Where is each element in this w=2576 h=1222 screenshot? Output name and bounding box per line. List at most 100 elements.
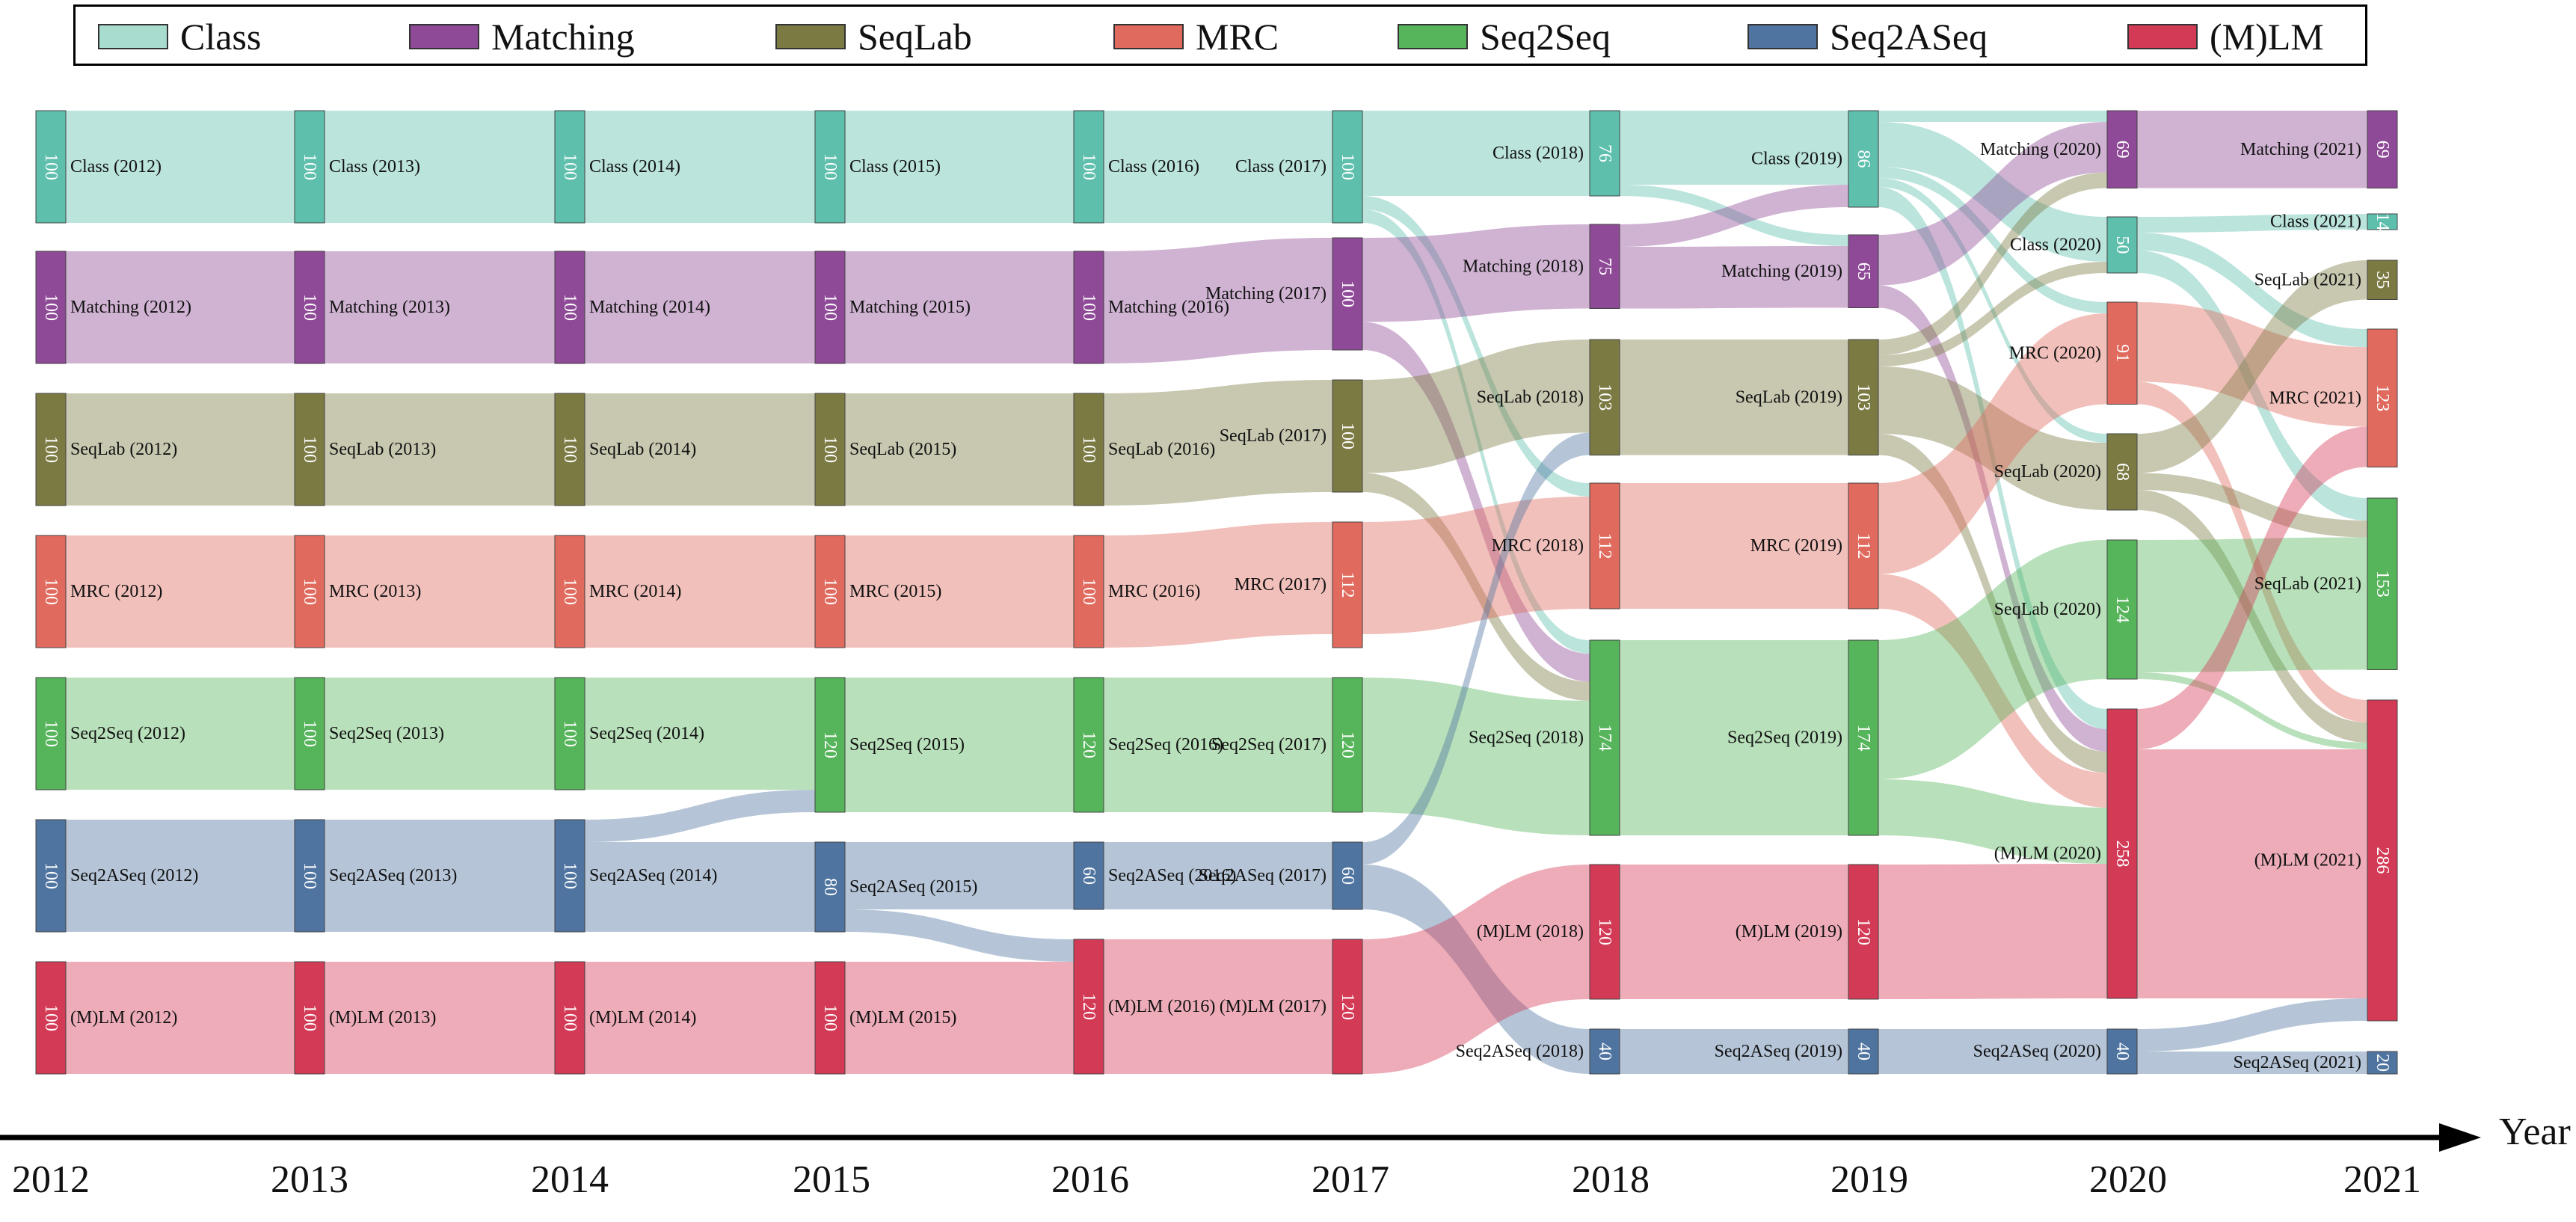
node-bar-seqlab-2018 [1589, 339, 1620, 455]
node-label-seq2seq-2014: Seq2Seq (2014) [589, 724, 704, 743]
node-value-mrc-2015: 100 [820, 578, 840, 605]
node-label-class-2012: Class (2012) [70, 157, 162, 176]
flow-link-seq2aseq-2018-to-seq2aseq-2019 [1620, 1029, 1848, 1074]
node-bar-mlm-2021 [2367, 699, 2398, 1022]
year-axis-title: Year [2499, 1111, 2571, 1153]
node-value-mlm-2016: 120 [1079, 993, 1098, 1020]
node-bar-mrc-2016 [1073, 535, 1104, 648]
node-label-matching-2015: Matching (2015) [849, 298, 971, 317]
node-bar-seqlab-2019 [1848, 339, 1879, 455]
node-seqlab-2016: 100 [1073, 393, 1104, 506]
node-label-mrc-2018: MRC (2018) [1492, 536, 1584, 556]
node-seq2seq-2018: 174 [1589, 639, 1620, 836]
node-bar-seq2seq-2020 [2106, 539, 2138, 680]
node-label-class-2015: Class (2015) [849, 157, 941, 176]
node-seqlab-2015: 100 [814, 393, 846, 506]
node-label-seq2aseq-2020: Seq2ASeq (2020) [1973, 1042, 2101, 1061]
node-label-class-2020: Class (2020) [2010, 236, 2101, 255]
flow-link-seq2aseq-2019-to-seq2aseq-2020 [1878, 1029, 2107, 1074]
flow-link-seq2aseq-2015-to-seq2aseq-2016 [845, 842, 1074, 909]
node-class-2013: 100 [294, 110, 325, 224]
year-label-2017: 2017 [1312, 1158, 1389, 1201]
node-value-matching-2017: 100 [1338, 280, 1357, 307]
node-matching-2012: 100 [35, 251, 67, 364]
flow-link-mrc-2013-to-mrc-2014 [325, 535, 555, 648]
node-matching-2017: 100 [1332, 237, 1363, 351]
node-value-seqlab-2014: 100 [560, 436, 580, 463]
flow-link-seq2aseq-2015-to-mlm-2016 [845, 909, 1074, 962]
year-label-2021: 2021 [2343, 1158, 2421, 1201]
flow-link-class-2019-to-matching-2020 [1878, 111, 2107, 122]
node-label-matching-2020: Matching (2020) [1980, 140, 2101, 159]
flow-link-matching-2014-to-matching-2015 [585, 251, 815, 363]
node-value-class-2017: 100 [1338, 153, 1357, 180]
node-label-seqlab-2012: SeqLab (2012) [70, 440, 177, 459]
node-label-seq2seq-2012: Seq2Seq (2012) [70, 724, 185, 743]
node-bar-seq2seq-2017 [1332, 677, 1363, 813]
legend-item-seq2aseq: Seq2ASeq [1747, 16, 1988, 58]
node-bar-class-2016 [1073, 110, 1104, 224]
flow-link-seqlab-2016-to-seqlab-2017 [1104, 380, 1332, 506]
node-value-class-2019: 86 [1854, 150, 1873, 168]
node-value-mlm-2018: 120 [1595, 918, 1614, 945]
flow-link-seq2seq-2016-to-seq2seq-2017 [1104, 678, 1332, 812]
node-label-seqlab-2016: SeqLab (2016) [1108, 440, 1215, 459]
node-label-matching-2016: Matching (2016) [1108, 298, 1229, 317]
flow-link-seq2aseq-2012-to-seq2aseq-2013 [66, 820, 295, 932]
node-label-seqlab-2020: SeqLab (2020) [1994, 462, 2101, 482]
node-bar-mrc-2012 [35, 535, 67, 648]
node-label-class-2021: Class (2021) [2270, 212, 2361, 232]
node-value-class-2018: 76 [1595, 144, 1614, 162]
node-label-seq2seq-2013: Seq2Seq (2013) [329, 724, 444, 743]
node-value-class-2015: 100 [820, 153, 840, 180]
node-value-mrc-2018: 112 [1595, 532, 1614, 559]
node-seqlab-2021: 35 [2367, 260, 2398, 300]
flow-link-mlm-2018-to-mlm-2019 [1620, 865, 1848, 999]
node-value-mlm-2012: 100 [41, 1004, 61, 1031]
node-class-2012: 100 [35, 110, 67, 224]
sankey-node-labels: Class (2012) Matching (2012) SeqLab (2012)… [70, 140, 2361, 1072]
flow-link-seqlab-2017-to-seqlab-2018 [1362, 340, 1590, 473]
node-label-mlm-2015: (M)LM (2015) [849, 1008, 956, 1028]
legend-swatch-matching [409, 24, 479, 49]
node-label-seq2seq-2019: Seq2Seq (2019) [1727, 728, 1842, 748]
node-seqlab-2014: 100 [554, 393, 585, 506]
node-label-matching-2018: Matching (2018) [1463, 257, 1584, 276]
legend-label-seq2seq: Seq2Seq [1480, 16, 1611, 58]
node-mrc-2017: 112 [1332, 521, 1363, 648]
flow-link-mrc-2017-to-mrc-2018 [1362, 497, 1590, 634]
flow-link-seqlab-2019-to-mlm-2020 [1878, 434, 2107, 773]
node-value-seqlab-2013: 100 [300, 436, 319, 463]
node-value-class-2016: 100 [1079, 153, 1098, 180]
node-bar-seq2aseq-2017 [1332, 841, 1363, 910]
flow-link-matching-2015-to-matching-2016 [845, 251, 1074, 363]
flow-link-mlm-2016-to-mlm-2017 [1104, 939, 1332, 1074]
node-value-mlm-2017: 120 [1338, 993, 1357, 1020]
node-bar-matching-2013 [294, 251, 325, 364]
node-bar-mrc-2017 [1332, 521, 1363, 648]
flow-link-class-2019-to-mrc-2020 [1878, 167, 2107, 313]
node-seq2aseq-2013: 100 [294, 819, 325, 933]
node-bar-seqlab-2012 [35, 393, 67, 506]
flow-link-seq2seq-2019-to-seq2seq-2020 [1878, 540, 2107, 779]
legend: Class Matching SeqLab MRC Seq2Seq Seq2AS… [73, 4, 2367, 66]
node-class-2014: 100 [554, 110, 585, 224]
node-mlm-2014: 100 [554, 961, 585, 1075]
node-value-seqlab-2012: 100 [41, 436, 61, 463]
flow-link-class-2016-to-class-2017 [1104, 111, 1332, 223]
flow-link-matching-2017-to-matching-2018 [1362, 224, 1590, 322]
node-value-seq2seq-2013: 100 [300, 720, 319, 747]
node-seq2seq-2015: 120 [814, 677, 846, 813]
node-value-matching-2019: 65 [1854, 262, 1873, 280]
legend-swatch-mrc [1113, 24, 1184, 49]
legend-item-class: Class [98, 16, 261, 58]
node-class-2016: 100 [1073, 110, 1104, 224]
flow-link-matching-2018-to-class-2019 [1620, 185, 1848, 247]
node-bar-class-2012 [35, 110, 67, 224]
flow-link-mrc-2019-to-mlm-2020 [1878, 574, 2107, 808]
node-label-mlm-2021: (M)LM (2021) [2254, 851, 2361, 871]
flow-link-mlm-2012-to-mlm-2013 [66, 962, 295, 1074]
flow-link-class-2020-to-seq2seq-2021 [2137, 251, 2367, 521]
node-value-seqlab-2015: 100 [820, 436, 840, 463]
node-value-matching-2014: 100 [560, 294, 580, 321]
